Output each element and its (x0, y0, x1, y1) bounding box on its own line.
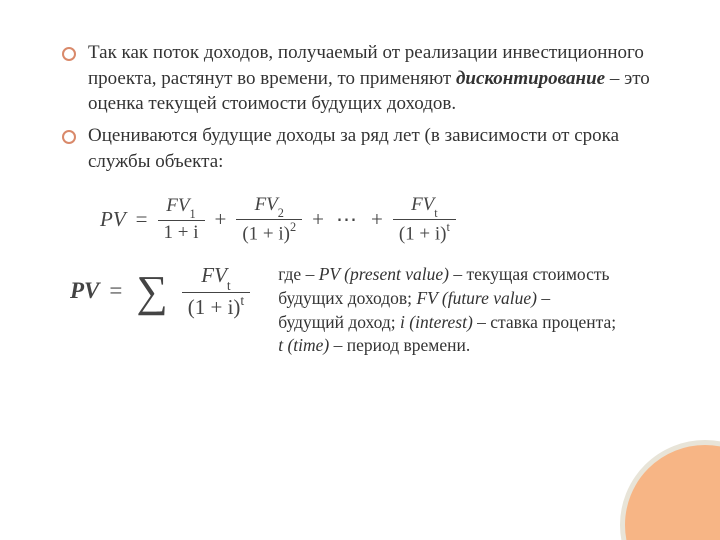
f1-eq: = (136, 207, 148, 232)
f1-term1: FV1 1 + i (158, 195, 205, 244)
f2-frac: FVt (1 + i)t (182, 263, 250, 319)
f1-t2-numsub: 2 (278, 206, 284, 220)
bottom-row: PV = ∑ FVt (1 + i)t где – PV (present va… (60, 263, 660, 358)
legend: где – PV (present value) – текущая стоим… (278, 263, 618, 358)
f1-term2: FV2 (1 + i)2 (236, 194, 302, 245)
f2-denb: (1 + i) (188, 295, 241, 319)
f1-t3-numvar: FV (411, 194, 434, 215)
f2-numvar: FV (201, 263, 227, 287)
f2-lhs: PV (70, 278, 99, 304)
bullet-item-1: Так как поток доходов, получаемый от реа… (60, 40, 660, 117)
f1-plus2: + (312, 207, 324, 232)
f1-t3-numsub: t (434, 206, 437, 220)
lg-p4: – период времени. (329, 335, 470, 355)
f1-t2-dene: 2 (290, 220, 296, 234)
lg-p3: – ставка процента; (473, 312, 616, 332)
bullet-item-2: Оцениваются будущие доходы за ряд лет (в… (60, 123, 660, 174)
f1-ellipsis: ⋯ (334, 207, 361, 232)
formula2-row: PV = ∑ FVt (1 + i)t (70, 263, 250, 319)
f1-t1-numvar: FV (166, 195, 189, 216)
f1-lhs: PV (100, 207, 126, 232)
lg-pv: PV (present value) (319, 264, 449, 284)
f2-dene: t (240, 293, 244, 308)
f1-t1-den: 1 + i (164, 222, 199, 243)
bullet-list: Так как поток доходов, получаемый от реа… (60, 40, 660, 174)
lg-t: t (time) (278, 335, 329, 355)
decorative-circle (620, 440, 720, 540)
lg-i: i (interest) (400, 312, 473, 332)
f2-eq: = (109, 278, 122, 304)
f1-t3-dene: t (447, 220, 450, 234)
bullet2-text: Оцениваются будущие доходы за ряд лет (в… (88, 125, 619, 172)
f1-t2-numvar: FV (255, 194, 278, 215)
slide: Так как поток доходов, получаемый от реа… (0, 0, 720, 540)
lg-p0: где – (278, 264, 318, 284)
f1-t1-numsub: 1 (190, 207, 196, 221)
formula-expanded: PV = FV1 1 + i + FV2 (1 + i)2 + ⋯ + FVt … (100, 194, 660, 245)
formula1-row: PV = FV1 1 + i + FV2 (1 + i)2 + ⋯ + FVt … (100, 194, 660, 245)
sigma-icon: ∑ (132, 272, 171, 312)
f1-plus3: + (371, 207, 383, 232)
f1-t3-denb: (1 + i) (399, 224, 447, 245)
f1-plus1: + (215, 207, 227, 232)
f1-term3: FVt (1 + i)t (393, 194, 456, 245)
bullet1-emph: дисконтирование (456, 68, 605, 89)
lg-fv: FV (future value) (416, 288, 537, 308)
f1-t2-denb: (1 + i) (242, 224, 290, 245)
f2-numsub: t (227, 278, 231, 293)
